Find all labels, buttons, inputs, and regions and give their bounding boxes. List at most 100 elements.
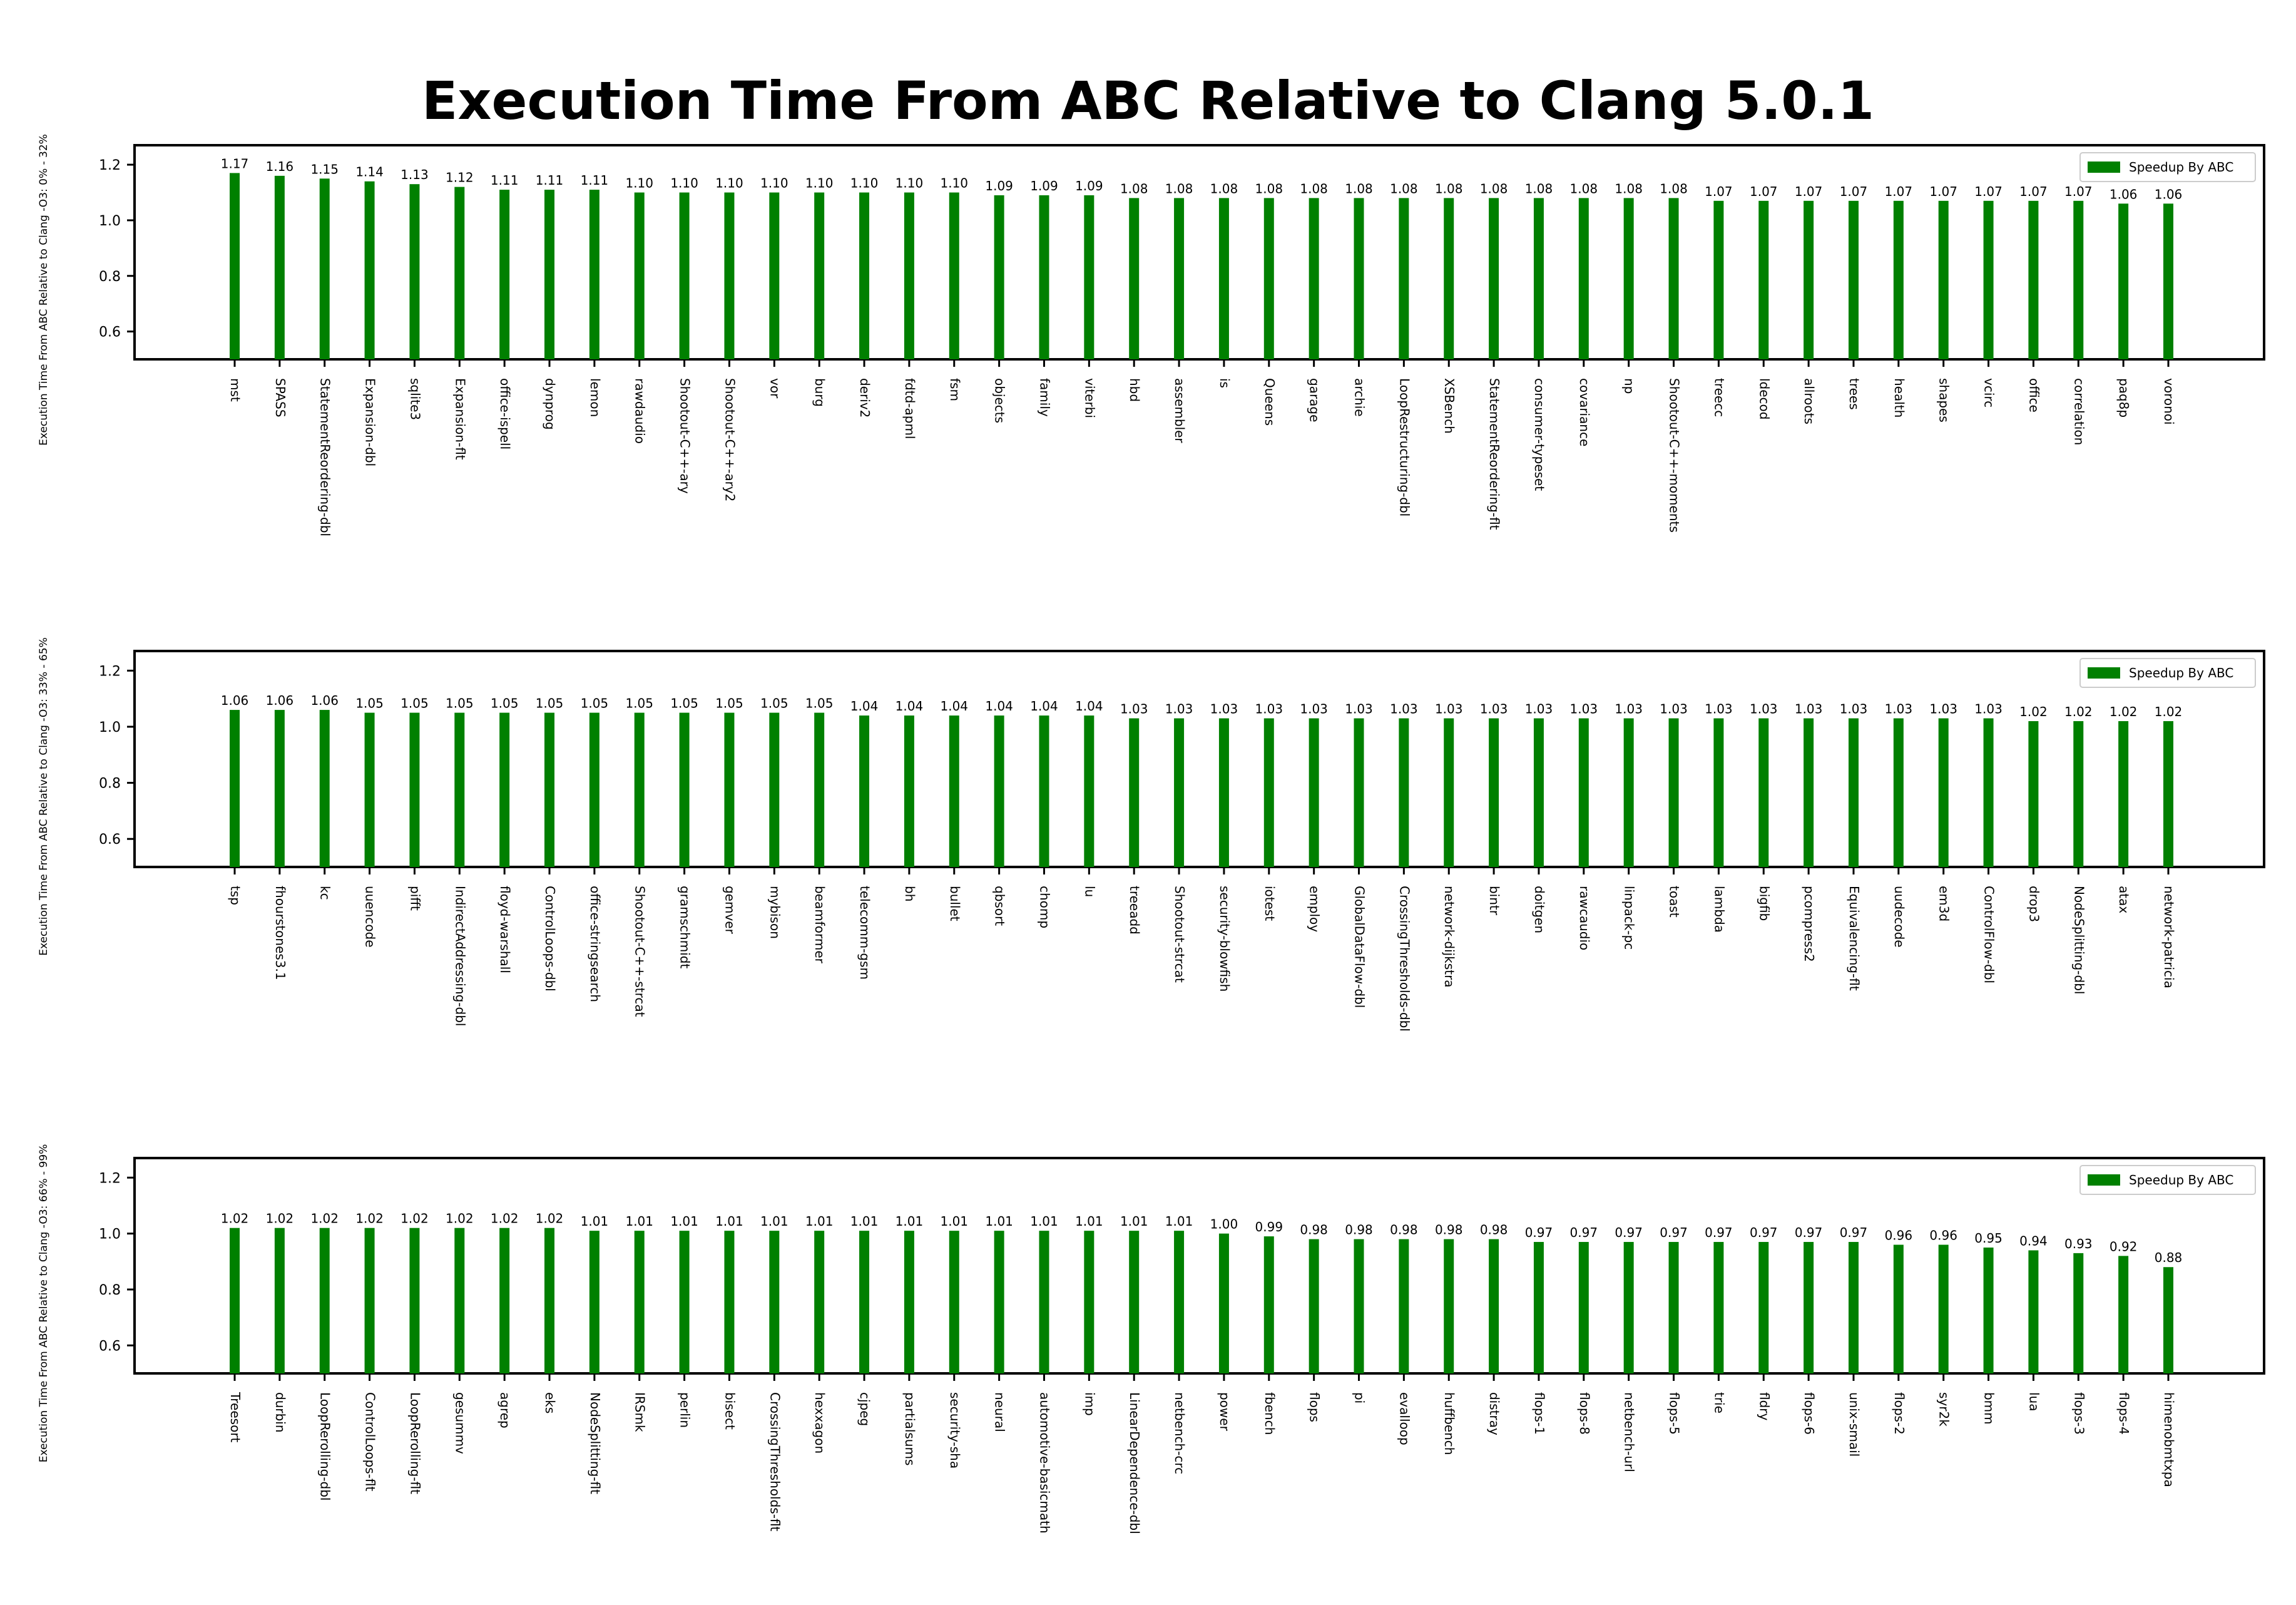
data-label: 1.09 <box>1075 178 1103 193</box>
x-tick-label: floyd-warshall <box>497 886 513 973</box>
bar <box>1713 200 1724 359</box>
bar <box>1938 200 1949 359</box>
data-label: 1.09 <box>985 178 1013 193</box>
data-label: 1.01 <box>760 1214 788 1229</box>
x-tick-label: ControlLoops-flt <box>363 1392 378 1491</box>
data-label: 1.03 <box>1885 702 1913 717</box>
x-tick-label: mst <box>228 378 243 402</box>
data-label: 1.08 <box>1210 181 1238 196</box>
bar <box>230 1228 240 1373</box>
bar <box>1039 715 1049 867</box>
x-tick-label: netbench-crc <box>1172 1392 1187 1474</box>
bar <box>364 181 375 359</box>
bar <box>1039 195 1049 359</box>
x-tick-label: LoopRestructuring-dbl <box>1397 378 1412 516</box>
x-tick-label: flops-8 <box>1577 1392 1592 1435</box>
x-tick-label: assembler <box>1172 378 1187 443</box>
x-tick-label: archie <box>1352 378 1367 417</box>
data-label: 1.02 <box>2110 704 2138 719</box>
bar <box>1444 1239 1454 1373</box>
x-tick-label: perlin <box>678 1392 693 1428</box>
bar <box>904 715 914 867</box>
bar <box>1309 1239 1319 1373</box>
x-tick-label: flops-4 <box>2116 1392 2131 1435</box>
x-tick-label: is <box>1217 378 1232 388</box>
x-tick-label: treecc <box>1712 378 1727 417</box>
data-label: 1.03 <box>1750 702 1778 717</box>
bar <box>1129 198 1140 359</box>
data-label: 1.03 <box>1570 702 1598 717</box>
data-label: 1.05 <box>491 696 519 711</box>
x-tick-label: mybison <box>767 886 782 939</box>
x-tick-label: Queens <box>1262 378 1277 426</box>
x-tick-label: Shootout-C++-moments <box>1667 378 1682 533</box>
bar <box>994 195 1004 359</box>
y-tick-label: 1.2 <box>99 664 121 679</box>
bar <box>1263 1236 1274 1373</box>
data-label: 0.97 <box>1660 1225 1688 1240</box>
bar <box>679 1231 690 1373</box>
x-tick-label: IndirectAddressing-dbl <box>452 886 467 1027</box>
bar <box>904 1231 914 1373</box>
bar <box>814 1231 825 1373</box>
bar <box>1354 198 1364 359</box>
data-label: 1.06 <box>221 693 249 708</box>
x-tick-label: qbsort <box>992 886 1008 926</box>
x-tick-label: power <box>1217 1392 1232 1432</box>
bar <box>949 715 959 867</box>
bar <box>364 712 375 867</box>
bar <box>454 1228 465 1373</box>
bar <box>1174 198 1185 359</box>
data-label: 0.98 <box>1435 1223 1463 1238</box>
x-tick-label: tsp <box>228 886 243 905</box>
bar <box>2073 200 2084 359</box>
data-label: 1.10 <box>760 176 788 191</box>
data-label: 1.03 <box>1705 702 1733 717</box>
data-label: 0.97 <box>1750 1225 1778 1240</box>
data-label: 1.03 <box>1345 702 1373 717</box>
bar <box>1804 200 1814 359</box>
legend-label: Speedup By ABC <box>2129 160 2233 175</box>
bar <box>904 192 914 359</box>
bar <box>769 192 780 359</box>
data-label: 1.03 <box>1210 702 1238 717</box>
data-label: 1.08 <box>1570 181 1598 196</box>
x-tick-label: covariance <box>1577 378 1592 446</box>
x-tick-label: consumer-typeset <box>1532 378 1547 491</box>
bar <box>1489 198 1499 359</box>
data-label: 1.12 <box>446 170 474 185</box>
y-tick-label: 1.2 <box>99 158 121 173</box>
bar <box>1804 718 1814 867</box>
x-tick-label: bintr <box>1487 886 1502 916</box>
panel-2: 0.6 0.8 1.0 1.2 Execution Time From ABC Rela… <box>38 637 2265 1032</box>
bar <box>1444 718 1454 867</box>
x-tick-label: linpack-pc <box>1622 886 1637 950</box>
bar <box>1533 198 1544 359</box>
bar <box>1533 718 1544 867</box>
data-label: 1.03 <box>1390 702 1418 717</box>
bar <box>589 190 600 359</box>
data-label: 1.05 <box>715 696 743 711</box>
bar <box>1263 718 1274 867</box>
data-label: 0.92 <box>2110 1239 2138 1254</box>
bar <box>1263 198 1274 359</box>
x-tick-label: beamformer <box>812 886 827 964</box>
x-tick-label: GlobalDataFlow-dbl <box>1352 886 1367 1008</box>
data-label: 1.09 <box>1030 178 1058 193</box>
x-tick-label: cjpeg <box>857 1392 872 1426</box>
x-tick-label: network-patricia <box>2161 886 2176 988</box>
bar <box>814 192 825 359</box>
bar <box>2073 721 2084 867</box>
data-label: 1.01 <box>941 1214 969 1229</box>
data-label: 0.97 <box>1525 1225 1553 1240</box>
x-tick-label: bullet <box>947 886 962 921</box>
x-tick-label: neural <box>992 1392 1008 1432</box>
axes-frame <box>133 144 2265 361</box>
panel-1: 0.6 0.8 1.0 1.2 Execution Time From ABC Rela… <box>38 134 2265 536</box>
x-tick-label: SPASS <box>273 378 288 418</box>
chart-title: Execution Time From ABC Relative to Clan… <box>421 70 1875 131</box>
x-tick-label: fbench <box>1262 1392 1277 1435</box>
x-tick-label: fhourstones3.1 <box>273 886 288 980</box>
x-tick-label: StatementReordering-dbl <box>318 378 333 536</box>
